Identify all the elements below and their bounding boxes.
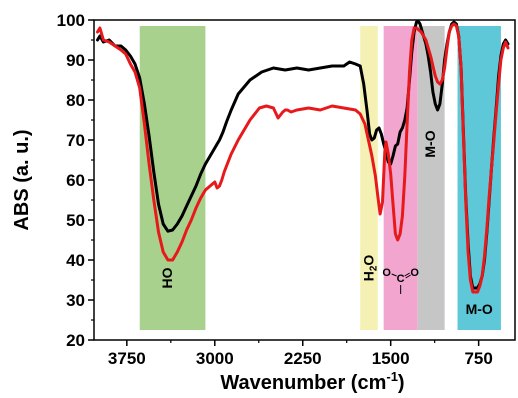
x-axis-title-main: Wavenumber (cm <box>220 372 386 394</box>
band-label-1-text: H <box>360 271 376 281</box>
x-tick-label-2: 2250 <box>284 349 322 368</box>
carbonate-o-left: O <box>382 267 391 279</box>
series-line-1 <box>96 22 510 294</box>
y-tick-label-5: 70 <box>66 131 85 150</box>
y-tick-label-1: 30 <box>66 291 85 310</box>
carbonate-bond-right <box>404 272 410 277</box>
band-label-0: HO <box>159 267 175 288</box>
x-tick-label-3: 1500 <box>372 349 410 368</box>
y-tick-label-6: 80 <box>66 91 85 110</box>
band-label-3: M-O <box>422 130 438 157</box>
carbonate-bond-double <box>405 274 411 279</box>
x-axis-title: Wavenumber (cm-1) <box>220 369 404 394</box>
series-layer <box>96 20 510 294</box>
carbonate-o-right: O <box>410 267 419 279</box>
y-tick-label-8: 100 <box>57 11 85 30</box>
band-label-3-text: M-O <box>422 130 438 157</box>
tick-layer: 3750 3000 2250 1500 750 20 30 40 50 60 70 80 90 100 <box>57 11 493 368</box>
band-label-4-text: M-O <box>466 301 493 317</box>
x-tick-label-4: 750 <box>464 349 492 368</box>
x-tick-label-0: 3750 <box>108 349 146 368</box>
x-axis-title-close: ) <box>398 372 405 394</box>
band-label-1-tail: O <box>360 255 376 266</box>
band-label-0-text: HO <box>159 267 175 288</box>
x-axis-title-sup: -1 <box>386 369 398 384</box>
band-2 <box>383 26 418 330</box>
y-axis-title: ABS (a. u.) <box>11 129 33 230</box>
band-label-1: H2O <box>360 255 379 282</box>
band-label-4: M-O <box>466 301 493 317</box>
y-tick-label-4: 60 <box>66 171 85 190</box>
carbonate-c: C <box>397 273 405 285</box>
y-tick-label-0: 20 <box>66 331 85 350</box>
band-label-1-sub: 2 <box>368 265 379 271</box>
carbonate-bond-left <box>391 273 397 277</box>
y-tick-label-2: 40 <box>66 251 85 270</box>
x-tick-label-1: 3000 <box>196 349 234 368</box>
y-tick-label-3: 50 <box>66 211 85 230</box>
band-layer <box>139 26 501 330</box>
y-tick-label-7: 90 <box>66 51 85 70</box>
